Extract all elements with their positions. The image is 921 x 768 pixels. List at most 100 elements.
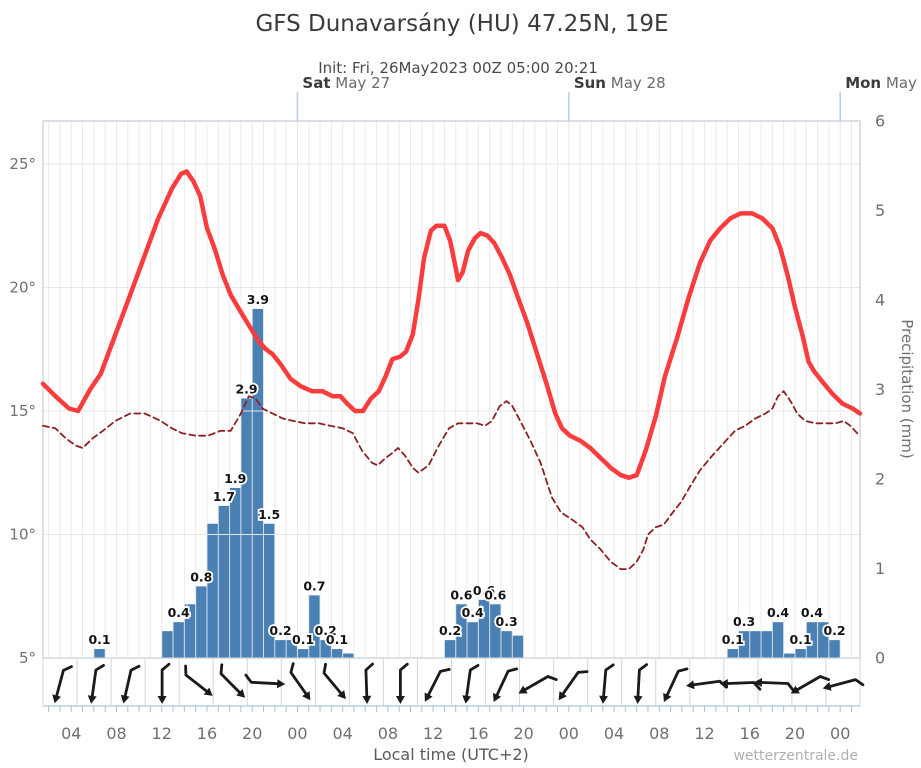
wind-arrow — [399, 662, 409, 698]
precip-bar — [93, 649, 106, 658]
wind-arrow — [495, 667, 519, 697]
wind-arrow — [760, 681, 795, 692]
precip-bar — [817, 622, 829, 658]
wind-arrow — [123, 664, 141, 698]
precip-bar-label: 0.1 — [88, 632, 110, 647]
precip-bar — [500, 631, 513, 658]
y-right-tick-label: 1 — [875, 559, 885, 578]
temperature-curve — [40, 169, 863, 480]
wind-arrowhead — [236, 689, 246, 698]
precip-bar-label: 0.1 — [326, 632, 348, 647]
wind-arrow — [219, 663, 241, 694]
x-tick-label: 16 — [468, 724, 488, 743]
precip-bar — [455, 604, 468, 658]
y-left-tick-label: 25° — [9, 155, 36, 173]
y-right-tick-label: 3 — [875, 380, 885, 399]
precip-bar-label: 0.3 — [496, 614, 518, 629]
precip-bar-label: 0.6 — [450, 587, 472, 602]
wind-arrow — [427, 668, 451, 696]
precip-bar-label: 0.8 — [190, 569, 212, 584]
precip-bar-label: 2.9 — [235, 381, 257, 396]
precip-bar — [240, 398, 253, 658]
wind-arrow — [636, 663, 648, 698]
x-tick-label: 00 — [830, 724, 850, 743]
wind-arrow — [244, 673, 279, 686]
wind-arrowhead — [719, 679, 728, 688]
precip-bar — [229, 487, 241, 658]
day-labels: Sat May 27 Sun May 28 Mon May — [302, 74, 917, 92]
y-right-tick-label: 5 — [875, 201, 885, 220]
x-tick-label: 04 — [61, 724, 81, 743]
precip-bars — [93, 308, 841, 658]
wind-arrow — [561, 670, 589, 695]
precip-bar-label: 0.2 — [439, 623, 461, 638]
init-subtitle: Init: Fri, 26May2023 00Z 05:00 20:21 — [318, 59, 598, 77]
x-tick-label: 20 — [242, 724, 262, 743]
precip-bar-label: 0.4 — [168, 605, 190, 620]
precip-bar-label: 0.7 — [303, 578, 325, 593]
precip-bar-label: 0.2 — [823, 623, 845, 638]
wind-arrowhead — [87, 695, 97, 704]
precip-bar — [727, 649, 739, 658]
x-tick-label: 00 — [559, 724, 579, 743]
precip-bar — [274, 640, 287, 658]
wind-arrow — [523, 675, 558, 691]
precip-bar — [161, 631, 174, 658]
x-tick-label: 12 — [152, 724, 172, 743]
wind-arrowhead — [395, 696, 405, 704]
wind-arrowhead — [52, 694, 61, 704]
precip-bar — [512, 635, 524, 658]
precip-bar — [297, 649, 309, 658]
x-tick-label: 16 — [740, 724, 760, 743]
precip-bar — [263, 523, 275, 658]
axis-tick-labels: 25° 20° 15° 10° 5° 6 5 4 3 2 1 0 04 08 12 16 20 00 04 08 12 1… — [9, 112, 885, 744]
precip-bar-label: 0.2 — [315, 623, 337, 638]
wind-arrowhead — [157, 696, 167, 704]
wind-arrowhead — [686, 680, 695, 690]
precip-bar-label: 0.4 — [767, 605, 789, 620]
day-label: Sat May 27 — [302, 74, 390, 92]
precip-bar-label: 0.4 — [462, 605, 484, 620]
x-tick-label: 08 — [378, 724, 398, 743]
precip-bar — [467, 622, 479, 658]
wind-arrow — [160, 662, 171, 698]
precip-bar — [206, 523, 219, 658]
precip-bar — [195, 586, 207, 658]
wind-direction-strip — [42, 659, 865, 712]
wind-arrowhead — [203, 687, 213, 696]
wind-arrowhead — [120, 694, 130, 704]
y-right-tick-label: 2 — [875, 470, 885, 489]
wind-arrowhead — [493, 692, 502, 702]
wind-arrowhead — [633, 695, 643, 704]
precip-bar-label: 0.3 — [733, 614, 755, 629]
precip-bar — [286, 640, 298, 658]
precip-bar — [184, 604, 196, 658]
precip-bar — [308, 595, 321, 658]
y-right-tick-label: 0 — [875, 649, 885, 668]
y-right-tick-label: 6 — [875, 112, 885, 131]
wind-arrowhead — [599, 695, 608, 704]
day-label-date: May 27 — [331, 74, 391, 92]
page-title: GFS Dunavarsány (HU) 47.25N, 19E — [255, 11, 668, 37]
day-marker-lines — [296, 92, 842, 121]
y-left-tick-label: 20° — [9, 278, 36, 296]
precip-bar-label: 0.1 — [722, 632, 744, 647]
wind-arrow — [665, 667, 689, 697]
precip-bar-label: 3.9 — [247, 292, 269, 307]
wind-arrowhead — [462, 695, 472, 704]
precip-bar — [320, 640, 332, 658]
wind-arrowhead — [558, 691, 567, 701]
y-right-axis-title: Precipitation (mm) — [898, 319, 916, 458]
precip-bar — [794, 649, 807, 658]
plot-frame — [42, 120, 861, 659]
gridlines — [42, 120, 861, 659]
wind-arrowhead — [790, 685, 800, 694]
x-axis-title: Local time (UTC+2) — [373, 745, 529, 764]
day-label: Mon May — [845, 74, 917, 92]
precip-bar — [806, 622, 818, 658]
precip-bar — [342, 653, 354, 658]
precip-bar — [749, 631, 762, 658]
precip-bar-label: 0.6 — [484, 587, 506, 602]
wind-arrowhead — [518, 685, 528, 694]
